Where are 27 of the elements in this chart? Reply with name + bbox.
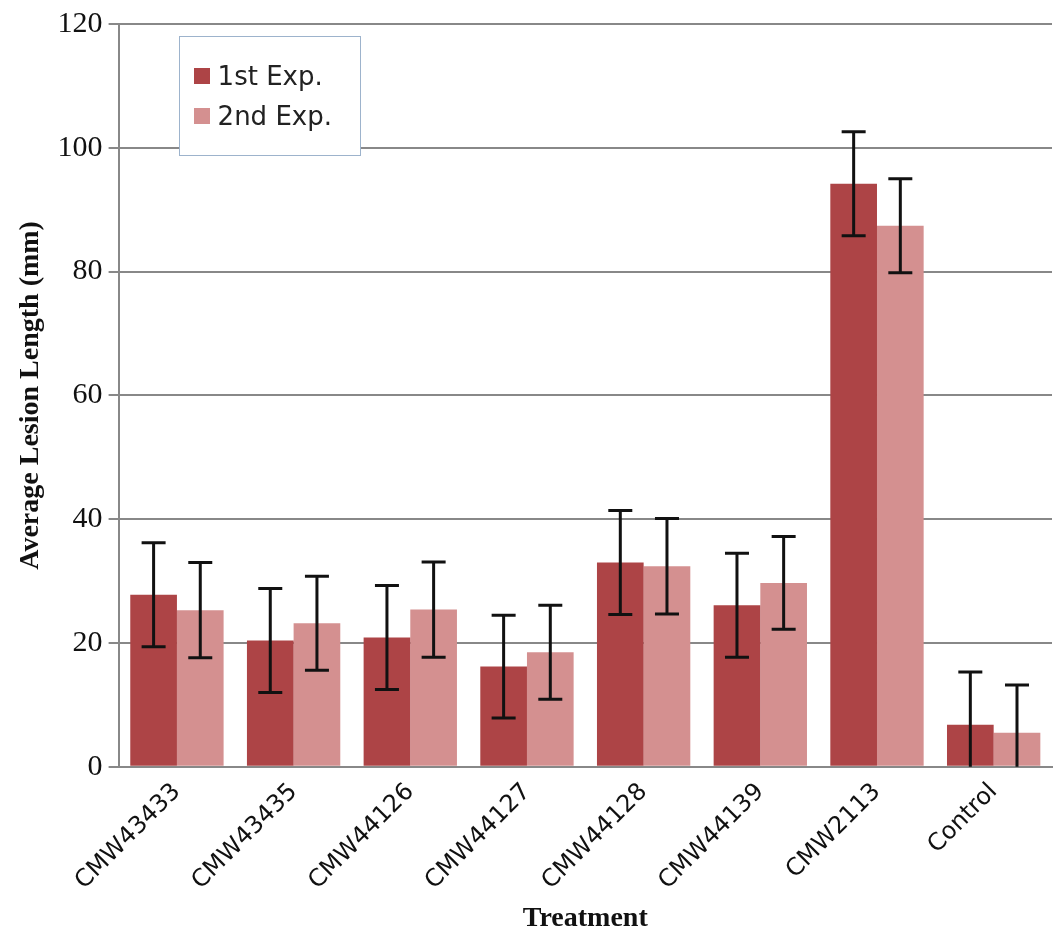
y-tick-label: 40 — [72, 500, 103, 534]
bar — [643, 566, 691, 766]
bar — [363, 637, 411, 766]
bar — [130, 594, 177, 766]
y-axis-title: Average Lesion Length (mm) — [13, 221, 45, 570]
x-axis-title: Treatment — [522, 901, 649, 933]
bar — [526, 652, 574, 766]
bar — [480, 666, 527, 766]
y-tick-label: 0 — [87, 747, 103, 781]
y-tick-label: 80 — [72, 252, 103, 286]
bar — [876, 225, 924, 766]
bar — [830, 183, 877, 766]
legend-label: 1st Exp. — [217, 61, 323, 91]
bar — [293, 623, 341, 766]
bar — [760, 582, 807, 766]
bar — [596, 562, 644, 766]
y-tick-label: 60 — [72, 376, 103, 410]
bar — [993, 732, 1041, 766]
bar — [176, 610, 224, 766]
y-tick-label: 100 — [57, 128, 103, 162]
bar — [713, 605, 761, 766]
bar — [246, 640, 294, 766]
y-tick-label: 120 — [57, 4, 103, 38]
legend-label: 2nd Exp. — [217, 101, 332, 131]
bar — [410, 609, 457, 766]
y-tick-label: 20 — [72, 623, 103, 657]
bar — [946, 724, 994, 766]
